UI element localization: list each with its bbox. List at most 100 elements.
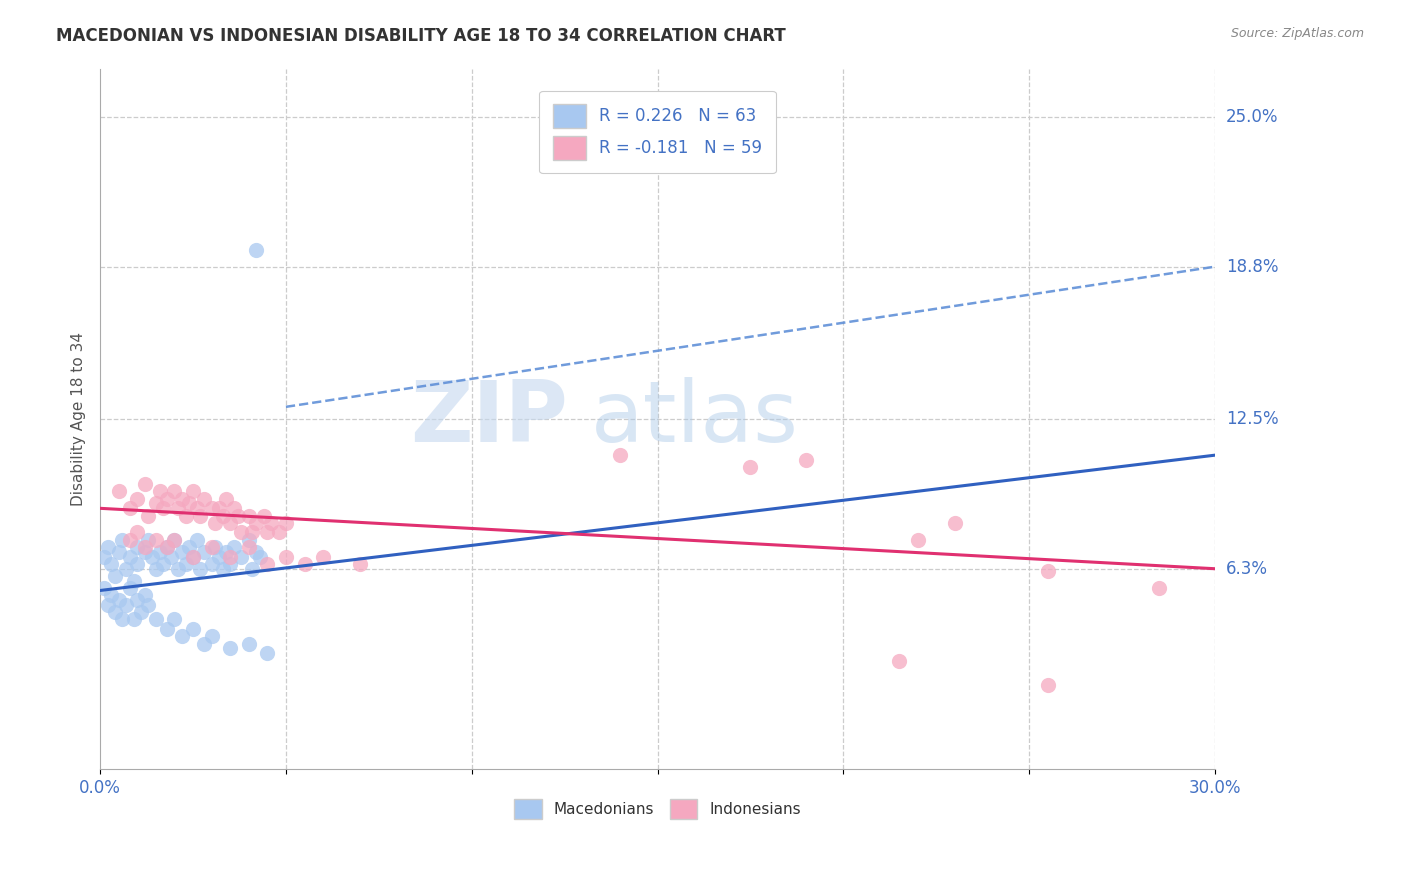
Point — [145, 496, 167, 510]
Point — [201, 557, 224, 571]
Point — [145, 612, 167, 626]
Point — [238, 637, 260, 651]
Point — [274, 549, 297, 564]
Point — [186, 501, 208, 516]
Point — [349, 557, 371, 571]
Point — [943, 516, 966, 530]
Point — [127, 540, 149, 554]
Text: ZIP: ZIP — [411, 377, 568, 460]
Point — [170, 629, 193, 643]
Point — [1149, 581, 1171, 595]
Point — [122, 574, 145, 588]
Point — [107, 593, 129, 607]
Point — [93, 581, 115, 595]
Point — [204, 516, 226, 530]
Point — [215, 545, 238, 559]
Point — [163, 484, 186, 499]
Point — [740, 460, 762, 475]
Point — [1036, 564, 1059, 578]
Point — [245, 243, 267, 257]
Point — [253, 508, 276, 523]
Point — [794, 453, 817, 467]
Point — [127, 525, 149, 540]
Point — [170, 545, 193, 559]
Point — [163, 533, 186, 547]
Point — [186, 533, 208, 547]
Point — [274, 516, 297, 530]
Point — [242, 525, 264, 540]
Text: atlas: atlas — [591, 377, 799, 460]
Point — [294, 557, 316, 571]
Point — [167, 562, 190, 576]
Point — [238, 533, 260, 547]
Point — [193, 491, 215, 506]
Point — [156, 622, 179, 636]
Point — [118, 533, 141, 547]
Text: 6.3%: 6.3% — [1226, 560, 1268, 578]
Point — [238, 508, 260, 523]
Point — [238, 540, 260, 554]
Point — [129, 605, 152, 619]
Point — [134, 545, 156, 559]
Point — [111, 612, 134, 626]
Point — [122, 612, 145, 626]
Point — [242, 562, 264, 576]
Point — [167, 501, 190, 516]
Point — [134, 477, 156, 491]
Point — [215, 491, 238, 506]
Point — [907, 533, 929, 547]
Point — [609, 448, 631, 462]
Point — [219, 557, 242, 571]
Point — [156, 540, 179, 554]
Point — [211, 508, 233, 523]
Point — [190, 562, 212, 576]
Point — [190, 508, 212, 523]
Point — [118, 501, 141, 516]
Point — [127, 491, 149, 506]
Point — [170, 491, 193, 506]
Point — [267, 525, 290, 540]
Point — [219, 641, 242, 656]
Text: Source: ZipAtlas.com: Source: ZipAtlas.com — [1230, 27, 1364, 40]
Point — [181, 484, 204, 499]
Point — [118, 549, 141, 564]
Point — [226, 508, 249, 523]
Point — [179, 540, 201, 554]
Point — [138, 533, 160, 547]
Point — [201, 501, 224, 516]
Point — [201, 629, 224, 643]
Point — [211, 562, 233, 576]
Point — [208, 501, 231, 516]
Point — [134, 588, 156, 602]
Point — [249, 549, 271, 564]
Text: 18.8%: 18.8% — [1226, 258, 1278, 276]
Point — [134, 540, 156, 554]
Point — [127, 557, 149, 571]
Point — [97, 540, 120, 554]
Point — [115, 598, 138, 612]
Point — [222, 501, 245, 516]
Point — [111, 533, 134, 547]
Point — [181, 622, 204, 636]
Text: MACEDONIAN VS INDONESIAN DISABILITY AGE 18 TO 34 CORRELATION CHART: MACEDONIAN VS INDONESIAN DISABILITY AGE … — [56, 27, 786, 45]
Point — [231, 549, 253, 564]
Point — [260, 516, 283, 530]
Point — [219, 516, 242, 530]
Point — [149, 484, 172, 499]
Point — [256, 646, 278, 660]
Point — [145, 533, 167, 547]
Point — [159, 549, 181, 564]
Point — [256, 525, 278, 540]
Point — [93, 549, 115, 564]
Point — [181, 549, 204, 564]
Point — [156, 540, 179, 554]
Point — [193, 545, 215, 559]
Point — [156, 491, 179, 506]
Point — [222, 540, 245, 554]
Point — [104, 605, 127, 619]
Point — [104, 569, 127, 583]
Point — [145, 562, 167, 576]
Point — [127, 593, 149, 607]
Point — [115, 562, 138, 576]
Point — [107, 545, 129, 559]
